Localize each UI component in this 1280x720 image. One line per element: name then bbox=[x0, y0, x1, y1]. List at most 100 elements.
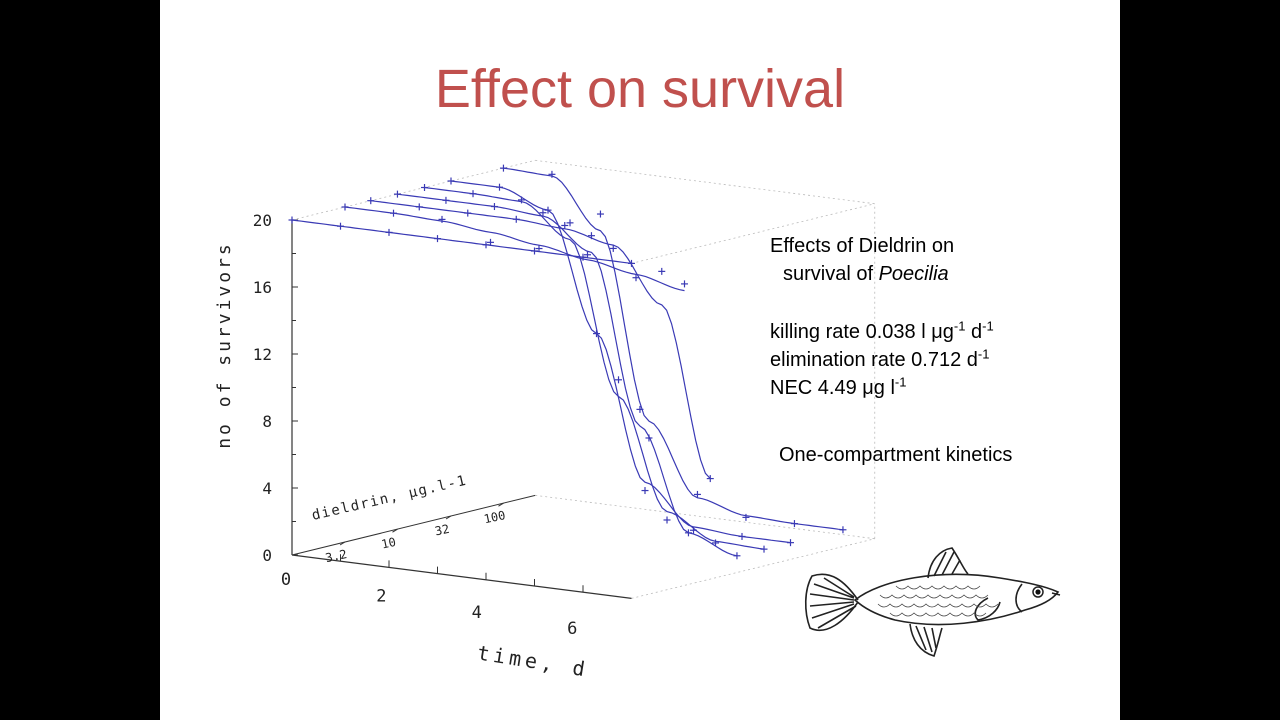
killing-rate-label: killing rate 0.038 l bbox=[770, 321, 932, 343]
nec-exp: -1 bbox=[894, 374, 907, 390]
data-point bbox=[658, 267, 666, 275]
y-axis-title: no of survivors bbox=[214, 241, 235, 449]
desc-line-2: survival of Poecilia bbox=[770, 260, 954, 288]
z-tick-label: 100 bbox=[483, 508, 507, 526]
mu-symbol: μ bbox=[862, 377, 874, 399]
fitted-curve bbox=[503, 167, 844, 531]
data-point bbox=[393, 190, 401, 198]
elimination-rate: elimination rate 0.712 d-1 bbox=[770, 346, 994, 374]
data-point bbox=[385, 228, 393, 236]
data-point bbox=[641, 487, 649, 495]
data-point bbox=[663, 516, 671, 524]
data-point bbox=[544, 206, 552, 214]
desc-line-2-prefix: survival of bbox=[783, 263, 879, 285]
data-point bbox=[693, 490, 701, 498]
slide-title: Effect on survival bbox=[434, 59, 846, 119]
data-point bbox=[760, 545, 768, 553]
data-point bbox=[482, 241, 490, 249]
data-point bbox=[518, 196, 526, 204]
data-point bbox=[464, 209, 472, 217]
data-point bbox=[531, 247, 538, 255]
nec-label: NEC 4.49 bbox=[770, 377, 863, 399]
time-axis-line bbox=[291, 554, 632, 599]
fitted-curve bbox=[424, 186, 765, 550]
data-point bbox=[566, 219, 574, 227]
elimination-rate-label: elimination rate 0.712 d bbox=[770, 349, 978, 371]
chart-box-edge bbox=[535, 159, 875, 205]
y-tick-label: 4 bbox=[262, 479, 272, 498]
data-point bbox=[615, 376, 623, 384]
kinetics-note: One-compartment kinetics bbox=[779, 444, 1013, 466]
chart-box-edge bbox=[535, 494, 875, 540]
data-point bbox=[469, 190, 477, 198]
y-tick-label: 16 bbox=[253, 278, 272, 297]
fitted-curve bbox=[450, 180, 791, 544]
data-point bbox=[447, 177, 455, 185]
killing-rate-exp2: -1 bbox=[982, 318, 994, 334]
x-axis-title: time, d bbox=[476, 640, 591, 681]
concentration-axis-line bbox=[291, 494, 536, 556]
species-name: Poecilia bbox=[878, 263, 949, 285]
data-point bbox=[434, 235, 441, 243]
chart-points bbox=[288, 164, 847, 560]
chart-box-edge bbox=[631, 203, 875, 264]
data-point bbox=[684, 529, 692, 537]
data-point bbox=[790, 520, 798, 528]
data-point bbox=[628, 259, 635, 267]
data-point bbox=[367, 197, 375, 205]
data-point bbox=[561, 221, 569, 229]
data-point bbox=[636, 405, 644, 413]
data-point bbox=[579, 253, 587, 261]
chart-curves bbox=[291, 167, 844, 557]
data-point bbox=[596, 210, 604, 218]
data-point bbox=[706, 475, 714, 483]
data-point bbox=[548, 170, 556, 178]
fitted-curve bbox=[344, 206, 685, 292]
z-axis-title: dieldrin, µg.l-1 bbox=[310, 473, 468, 524]
z-tick bbox=[498, 502, 504, 507]
fitted-curve bbox=[370, 200, 711, 480]
survival-3d-chart: 0 4 8 12 16 20 0 2 4 6 3.2 10 32 100 no of survivors ti… bbox=[214, 159, 876, 682]
data-point bbox=[442, 196, 450, 204]
data-point bbox=[496, 183, 503, 191]
elimination-rate-exp: -1 bbox=[977, 346, 990, 362]
z-tick bbox=[392, 528, 398, 533]
x-tick-label: 0 bbox=[281, 570, 291, 590]
data-point bbox=[742, 513, 750, 521]
data-point bbox=[609, 244, 617, 252]
chart-box-edge bbox=[631, 538, 875, 599]
x-tick-label: 4 bbox=[472, 603, 482, 623]
data-point bbox=[490, 203, 498, 211]
killing-rate: killing rate 0.038 l μg-1 d-1 bbox=[770, 318, 994, 346]
data-point bbox=[487, 238, 494, 246]
data-point bbox=[681, 280, 688, 288]
z-tick-label: 3.2 bbox=[324, 547, 348, 565]
guppy-fish-illustration bbox=[804, 547, 1061, 657]
data-point bbox=[438, 215, 446, 223]
fitted-curve bbox=[397, 193, 738, 557]
data-point bbox=[787, 539, 794, 547]
x-tick-label: 6 bbox=[567, 619, 577, 639]
data-point bbox=[738, 532, 746, 540]
y-tick-label: 0 bbox=[262, 546, 272, 565]
data-point bbox=[535, 245, 543, 253]
chart-labels: 0 4 8 12 16 20 0 2 4 6 3.2 10 32 100 no of survivors ti… bbox=[214, 211, 590, 682]
killing-rate-unit: g bbox=[942, 321, 954, 343]
z-tick bbox=[445, 515, 452, 520]
data-point bbox=[712, 539, 720, 547]
z-tick-label: 32 bbox=[434, 522, 451, 539]
data-point bbox=[584, 251, 591, 259]
data-point bbox=[512, 215, 520, 223]
slide: Effect on survival 0 4 8 12 16 20 0 2 4 6 3.2 10 32 1… bbox=[160, 0, 1120, 720]
data-point bbox=[390, 209, 397, 217]
data-point bbox=[421, 183, 429, 191]
data-point bbox=[499, 164, 507, 172]
x-tick-label: 2 bbox=[376, 586, 386, 606]
data-point bbox=[593, 330, 600, 338]
y-tick-label: 20 bbox=[253, 211, 272, 230]
data-point bbox=[341, 203, 349, 211]
chart-box-edge bbox=[291, 159, 536, 221]
data-point bbox=[733, 552, 741, 560]
chart-description: Effects of Dieldrin on survival of Poeci… bbox=[770, 232, 954, 288]
mu-symbol: μ bbox=[931, 321, 943, 343]
